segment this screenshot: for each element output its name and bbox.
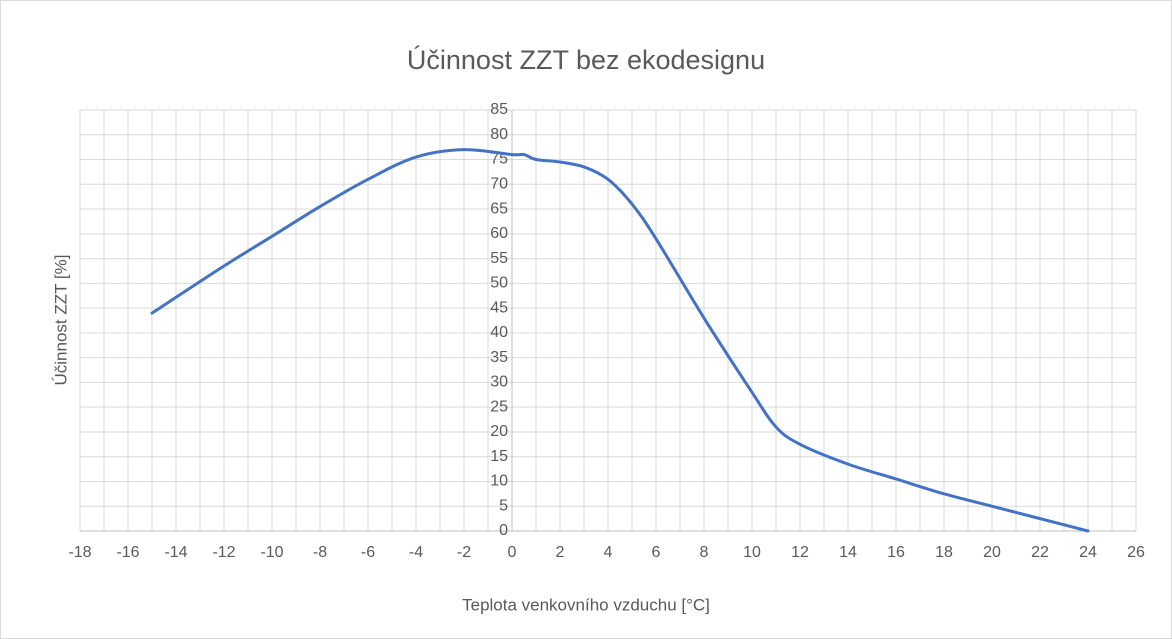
x-tick-label: -2 [457,544,471,561]
x-tick-label: -10 [260,544,283,561]
y-tick-label: 5 [499,497,508,514]
x-axis-title: Teplota venkovního vzduchu [°C] [462,595,710,614]
x-tick-label: -14 [164,544,187,561]
x-tick-label: 18 [935,544,953,561]
x-tick-label: 14 [839,544,857,561]
y-tick-label: 60 [490,225,508,242]
y-tick-label: 65 [490,200,508,217]
y-tick-label: 50 [490,275,508,292]
x-tick-label: -16 [116,544,139,561]
x-tick-label: 2 [556,544,565,561]
y-tick-label: 10 [490,473,508,490]
y-tick-label: 25 [490,398,508,415]
x-tick-label: 10 [743,544,761,561]
y-tick-label: 70 [490,176,508,193]
chart-title: Účinnost ZZT bez ekodesignu [407,44,765,75]
y-tick-label: 15 [490,448,508,465]
x-tick-label: 26 [1127,544,1145,561]
x-tick-label: 24 [1079,544,1097,561]
x-tick-label: 6 [652,544,661,561]
x-tick-label: 20 [983,544,1001,561]
x-tick-label: 8 [700,544,709,561]
x-tick-label: 0 [508,544,517,561]
x-tick-label: -12 [212,544,235,561]
y-tick-label: 40 [490,324,508,341]
y-tick-label: 30 [490,374,508,391]
y-axis-title: Účinnost ZZT [%] [51,255,70,386]
x-tick-label: -6 [361,544,375,561]
x-tick-label: -18 [68,544,91,561]
y-tick-label: 80 [490,126,508,143]
y-tick-label: 20 [490,423,508,440]
x-tick-label: -8 [313,544,327,561]
x-tick-label: 4 [604,544,613,561]
x-tick-label: 12 [791,544,809,561]
y-tick-label: 45 [490,299,508,316]
y-tick-label: 35 [490,349,508,366]
x-tick-label: -4 [409,544,423,561]
x-tick-label: 22 [1031,544,1049,561]
y-tick-label: 55 [490,250,508,267]
y-tick-label: 85 [490,101,508,118]
y-tick-label: 0 [499,522,508,539]
data-line [150,148,1090,533]
x-tick-label: 16 [887,544,905,561]
